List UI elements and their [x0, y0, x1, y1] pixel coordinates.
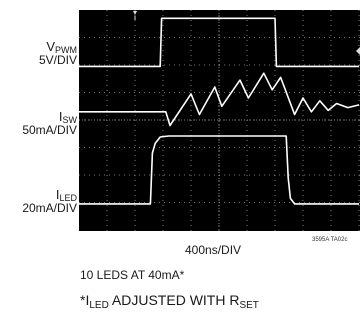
isw-scale: 50mA/DIV [22, 123, 77, 137]
footnote: *ILED ADJUSTED WITH RSET [80, 292, 259, 311]
isw-name: I [58, 109, 63, 124]
vpwm-trace [79, 17, 359, 68]
footnote-prefix: *I [80, 292, 90, 308]
vpwm-sub: PWM [55, 45, 77, 55]
figure-id: 3595A TA02c [312, 237, 348, 243]
timebase-label: 400ns/DIV [185, 243, 242, 257]
channel-marker [356, 47, 360, 55]
iled-sub: LED [59, 193, 77, 203]
iled-label: ILED 20mA/DIV [22, 188, 77, 215]
vpwm-label: VPWM 5V/DIV [39, 40, 77, 67]
footnote-sub-led: LED [89, 300, 109, 311]
oscilloscope-screen [79, 10, 360, 231]
isw-label: ISW 50mA/DIV [22, 110, 77, 137]
trigger-marker [133, 11, 137, 15]
test-condition-note: 10 LEDS AT 40mA* [80, 268, 185, 282]
isw-trace [79, 72, 360, 127]
iled-name: I [55, 187, 60, 202]
vpwm-scale: 5V/DIV [38, 53, 77, 67]
oscilloscope-plot [79, 10, 360, 231]
isw-sub: SW [62, 115, 78, 125]
footnote-sub-set: SET [239, 300, 259, 311]
scope-background [79, 10, 360, 231]
footnote-mid: ADJUSTED WITH R [108, 292, 240, 308]
vpwm-name: V [46, 39, 55, 54]
iled-scale: 20mA/DIV [22, 201, 77, 215]
iled-trace [79, 135, 359, 205]
